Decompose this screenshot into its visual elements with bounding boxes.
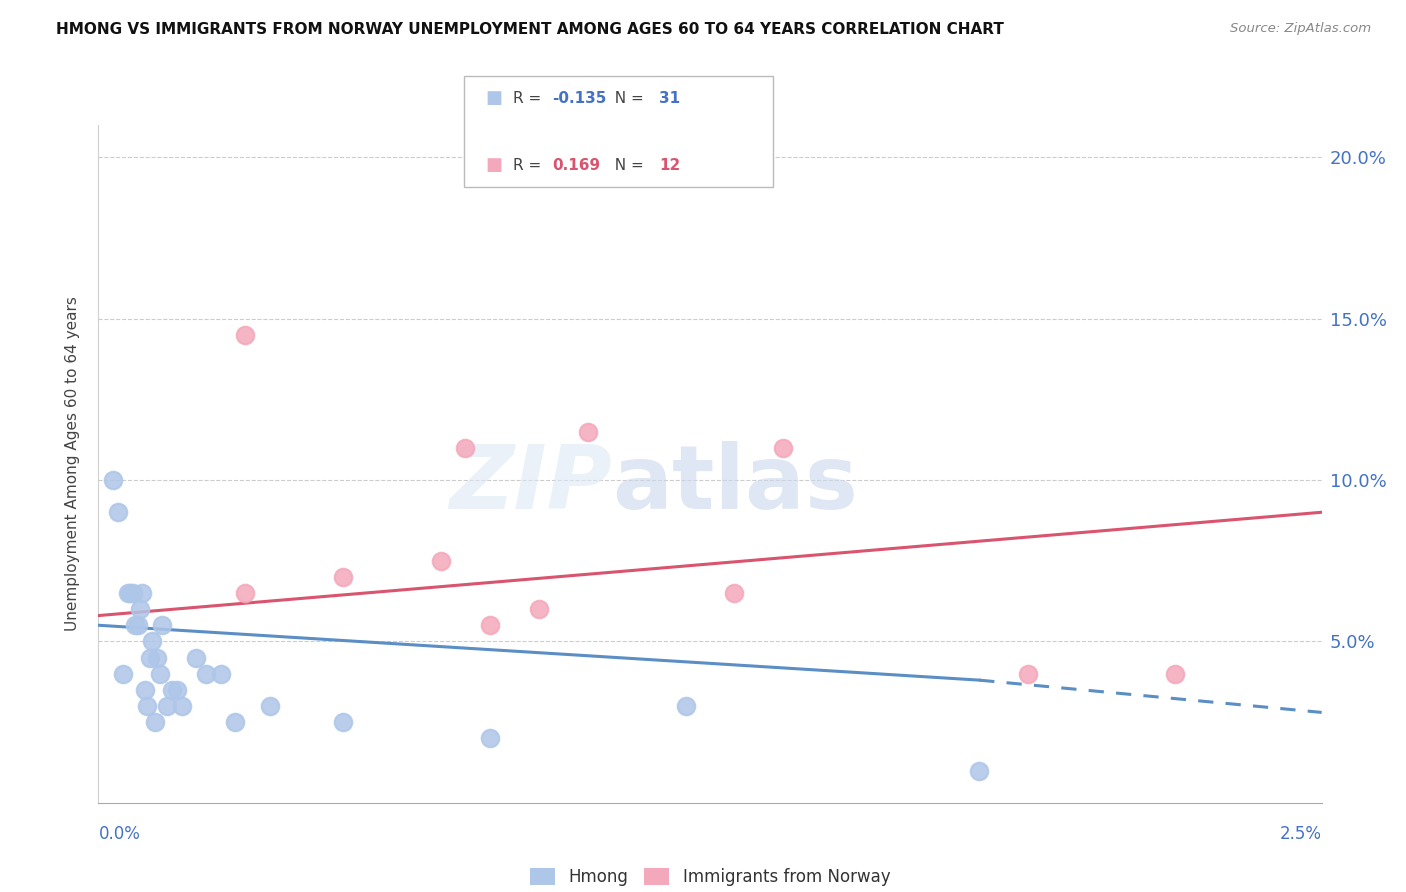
- Point: [233, 586, 256, 600]
- Point: [1017, 666, 1039, 681]
- Point: [723, 586, 745, 600]
- Point: [430, 554, 453, 568]
- Point: [149, 666, 172, 681]
- Point: [233, 327, 256, 342]
- Point: [166, 682, 188, 697]
- Point: [107, 505, 129, 519]
- Point: [134, 682, 156, 697]
- Point: [772, 441, 794, 455]
- Point: [150, 618, 173, 632]
- Point: [186, 650, 208, 665]
- Point: [143, 715, 166, 730]
- Text: N =: N =: [605, 91, 648, 105]
- Point: [129, 602, 152, 616]
- Point: [454, 441, 477, 455]
- Point: [160, 682, 183, 697]
- Text: 0.0%: 0.0%: [98, 825, 141, 843]
- Point: [156, 698, 179, 713]
- Text: R =: R =: [513, 158, 547, 172]
- Text: 0.169: 0.169: [553, 158, 600, 172]
- Point: [209, 666, 232, 681]
- Point: [527, 602, 550, 616]
- Point: [131, 586, 153, 600]
- Point: [120, 586, 142, 600]
- Point: [195, 666, 218, 681]
- Text: -0.135: -0.135: [553, 91, 607, 105]
- Point: [136, 698, 159, 713]
- Point: [478, 618, 501, 632]
- Point: [170, 698, 193, 713]
- Point: [111, 666, 134, 681]
- Point: [259, 698, 281, 713]
- Point: [139, 650, 162, 665]
- Text: atlas: atlas: [612, 441, 858, 528]
- Legend: Hmong, Immigrants from Norway: Hmong, Immigrants from Norway: [523, 862, 897, 892]
- Point: [1164, 666, 1187, 681]
- Text: Source: ZipAtlas.com: Source: ZipAtlas.com: [1230, 22, 1371, 36]
- Point: [332, 715, 354, 730]
- Point: [967, 764, 990, 778]
- Point: [124, 618, 146, 632]
- Text: ■: ■: [485, 89, 502, 107]
- Point: [675, 698, 697, 713]
- Point: [224, 715, 246, 730]
- Point: [127, 618, 149, 632]
- Point: [117, 586, 139, 600]
- Text: 31: 31: [659, 91, 681, 105]
- Text: R =: R =: [513, 91, 547, 105]
- Point: [101, 473, 124, 487]
- Point: [576, 425, 599, 439]
- Text: ■: ■: [485, 156, 502, 174]
- Text: N =: N =: [605, 158, 648, 172]
- Point: [332, 570, 354, 584]
- Point: [146, 650, 169, 665]
- Point: [121, 586, 143, 600]
- Text: 12: 12: [659, 158, 681, 172]
- Y-axis label: Unemployment Among Ages 60 to 64 years: Unemployment Among Ages 60 to 64 years: [65, 296, 80, 632]
- Text: ZIP: ZIP: [450, 441, 612, 528]
- Point: [478, 731, 501, 746]
- Text: HMONG VS IMMIGRANTS FROM NORWAY UNEMPLOYMENT AMONG AGES 60 TO 64 YEARS CORRELATI: HMONG VS IMMIGRANTS FROM NORWAY UNEMPLOY…: [56, 22, 1004, 37]
- Point: [141, 634, 163, 648]
- Text: 2.5%: 2.5%: [1279, 825, 1322, 843]
